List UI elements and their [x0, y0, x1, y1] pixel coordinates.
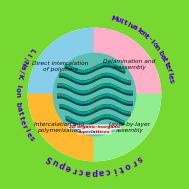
Text: S: S: [45, 153, 55, 164]
Text: e: e: [64, 163, 72, 173]
Text: v: v: [128, 22, 135, 30]
Text: /: /: [18, 69, 24, 74]
Text: n: n: [140, 30, 148, 38]
Circle shape: [28, 28, 161, 161]
Text: i: i: [23, 128, 30, 133]
Text: b: b: [157, 50, 165, 57]
Text: a: a: [19, 64, 26, 70]
Text: /: /: [23, 56, 30, 61]
Text: s: s: [135, 153, 144, 163]
Wedge shape: [94, 28, 161, 94]
Text: l: l: [135, 27, 141, 33]
Text: t: t: [118, 163, 125, 173]
Text: a: a: [159, 53, 167, 60]
Text: M: M: [111, 15, 119, 23]
Text: t: t: [161, 57, 168, 63]
Text: a: a: [15, 106, 22, 111]
Text: i: i: [149, 39, 155, 45]
Text: L: L: [28, 47, 35, 54]
Text: s: s: [168, 78, 175, 84]
Wedge shape: [28, 94, 94, 161]
Text: c: c: [105, 167, 111, 176]
Text: -: -: [146, 36, 153, 42]
Text: r: r: [71, 165, 77, 175]
Text: i: i: [26, 52, 32, 57]
Text: u: u: [51, 157, 60, 167]
Wedge shape: [28, 28, 94, 94]
Text: 2D organic-inorganic: 2D organic-inorganic: [69, 125, 120, 129]
Circle shape: [7, 7, 182, 182]
Text: l: l: [119, 18, 124, 25]
Text: p: p: [57, 160, 66, 170]
Text: t: t: [16, 111, 23, 115]
Text: p: p: [92, 168, 97, 177]
Text: e: e: [167, 74, 174, 80]
Text: t: t: [18, 115, 24, 120]
Text: t: t: [163, 60, 169, 66]
Text: o: o: [123, 160, 132, 170]
Text: e: e: [137, 28, 145, 36]
Text: r: r: [21, 124, 28, 129]
Text: i: i: [112, 165, 117, 174]
Text: K: K: [16, 73, 23, 79]
Text: o: o: [15, 87, 21, 92]
Text: i: i: [167, 72, 173, 76]
Text: t: t: [143, 33, 150, 40]
Text: a: a: [84, 167, 91, 177]
Text: Layer-by-layer
assembly: Layer-by-layer assembly: [108, 122, 150, 133]
Text: Direct intercalation
of polymers: Direct intercalation of polymers: [32, 61, 89, 72]
Text: e: e: [25, 131, 33, 138]
Text: o: o: [151, 41, 158, 48]
Text: r: r: [129, 157, 137, 167]
Text: b: b: [15, 101, 21, 107]
Text: superlattices: superlattices: [78, 130, 111, 134]
Text: e: e: [164, 64, 171, 70]
Wedge shape: [94, 94, 161, 161]
Text: n: n: [153, 44, 161, 51]
Text: t: t: [122, 19, 128, 26]
Text: c: c: [78, 167, 84, 176]
Text: s: s: [28, 135, 35, 142]
Text: r: r: [165, 68, 172, 73]
Text: n: n: [15, 92, 20, 97]
Text: N: N: [20, 59, 28, 67]
Text: Delamination and
reassembly: Delamination and reassembly: [103, 59, 156, 70]
Text: i: i: [126, 21, 131, 28]
Text: a: a: [98, 167, 105, 177]
Text: Intercalation and
polymerization: Intercalation and polymerization: [33, 122, 84, 133]
Text: u: u: [115, 17, 122, 24]
Text: a: a: [131, 24, 139, 32]
Circle shape: [53, 53, 136, 136]
Text: e: e: [19, 119, 26, 125]
Text: i: i: [15, 84, 21, 87]
